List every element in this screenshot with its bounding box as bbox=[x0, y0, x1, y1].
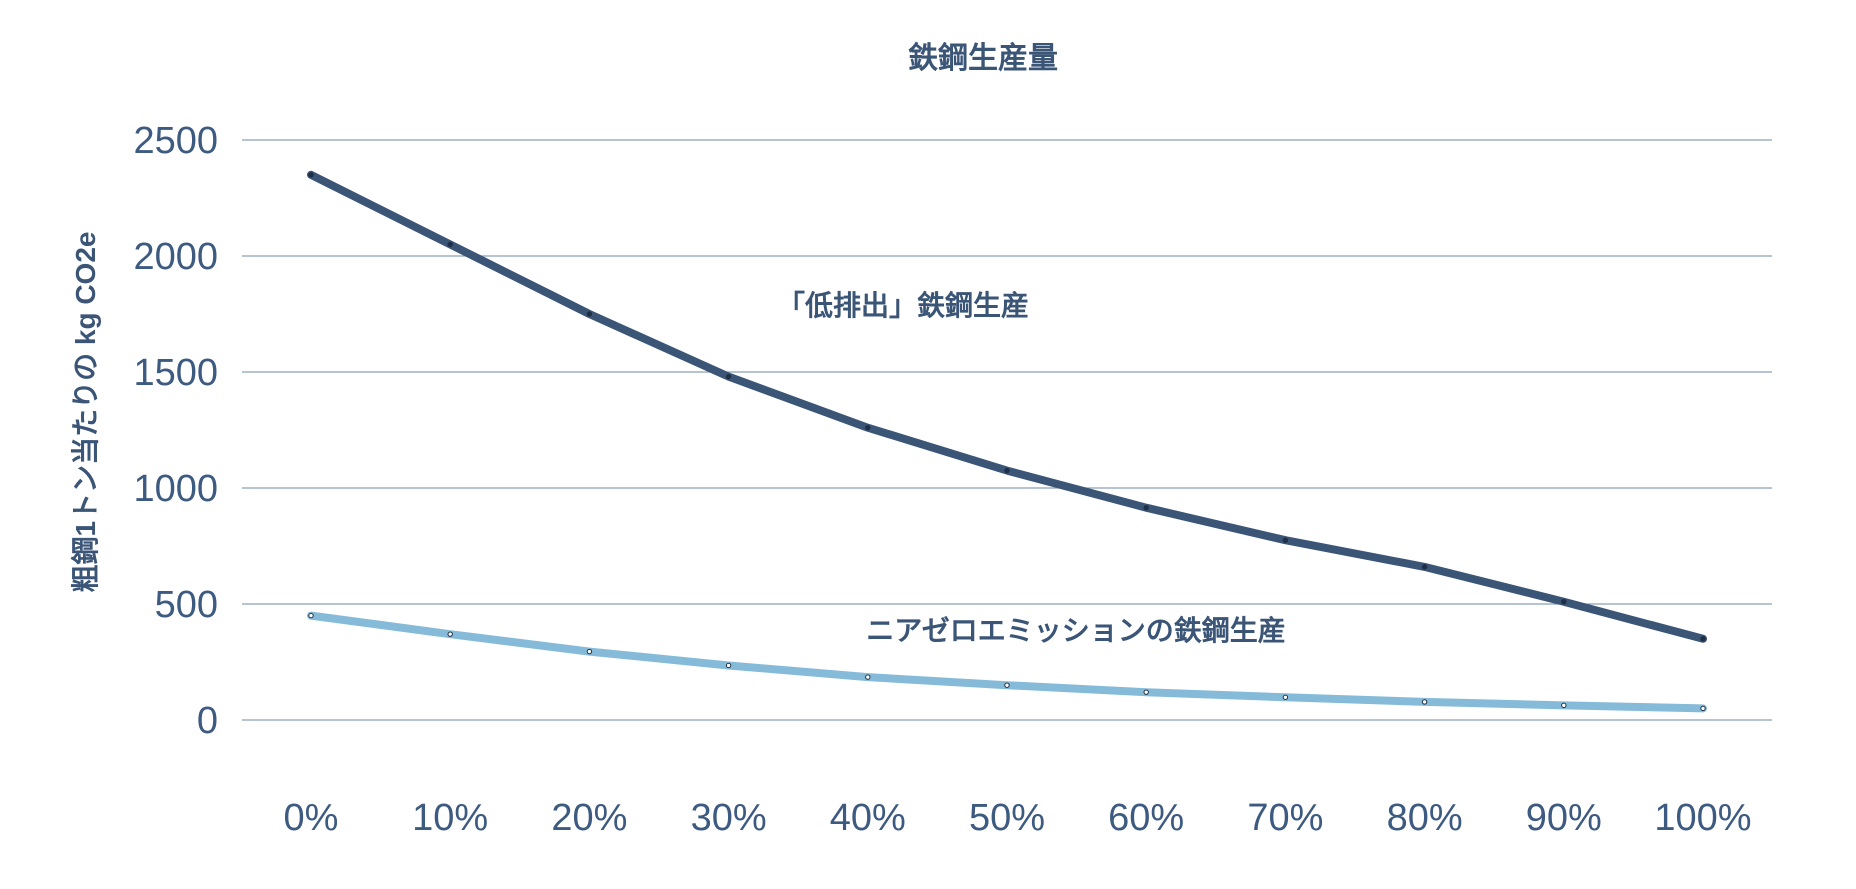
y-tick-label-0: 0 bbox=[197, 700, 218, 742]
data-point-s1-6 bbox=[1143, 689, 1149, 695]
data-point-s0-7 bbox=[1282, 537, 1289, 543]
data-point-s0-9 bbox=[1561, 598, 1567, 605]
x-tick-label-3: 30% bbox=[691, 797, 767, 839]
series-label-low-emission: 「低排出」鉄鋼生産 bbox=[777, 289, 1029, 321]
data-point-s0-4 bbox=[865, 424, 871, 431]
data-point-s1-5 bbox=[1004, 682, 1010, 688]
data-point-s1-9 bbox=[1561, 702, 1567, 709]
x-tick-label-9: 90% bbox=[1526, 797, 1602, 839]
y-axis-label: 粗鋼1トン当たりの kg CO2e bbox=[69, 232, 101, 593]
x-tick-label-10: 100% bbox=[1654, 797, 1751, 839]
data-point-s1-10 bbox=[1700, 705, 1706, 712]
data-point-s1-4 bbox=[865, 674, 871, 680]
data-point-s0-2 bbox=[586, 311, 593, 317]
y-tick-label-2500: 2500 bbox=[133, 120, 218, 162]
data-point-s1-0 bbox=[308, 612, 314, 619]
y-tick-label-1000: 1000 bbox=[133, 468, 218, 510]
series-line-0 bbox=[307, 170, 1707, 643]
x-tick-label-7: 70% bbox=[1247, 797, 1323, 839]
x-tick-labels: 0% 10% 20% 30% 40% 50% 60% 70% 80% 90% 100% bbox=[284, 797, 1752, 839]
data-point-s1-8 bbox=[1421, 699, 1428, 705]
data-point-s1-2 bbox=[586, 648, 593, 655]
data-point-s0-10 bbox=[1700, 636, 1706, 642]
gridlines bbox=[242, 139, 1772, 721]
series-label-near-zero: ニアゼロエミッションの鉄鋼生産 bbox=[866, 614, 1285, 646]
x-tick-label-0: 0% bbox=[284, 797, 339, 839]
data-point-s0-1 bbox=[447, 241, 453, 248]
data-point-s0-8 bbox=[1421, 564, 1428, 570]
series-lines bbox=[307, 170, 1707, 713]
x-tick-label-2: 20% bbox=[551, 797, 627, 839]
x-tick-label-8: 80% bbox=[1387, 797, 1463, 839]
x-tick-label-4: 40% bbox=[830, 797, 906, 839]
data-point-s1-7 bbox=[1282, 694, 1289, 700]
data-point-s0-0 bbox=[308, 172, 314, 178]
y-tick-label-2000: 2000 bbox=[133, 236, 218, 278]
chart-title: 鉄鋼生産量 bbox=[908, 41, 1058, 75]
x-tick-label-5: 50% bbox=[969, 797, 1045, 839]
y-tick-label-1500: 1500 bbox=[133, 352, 218, 394]
data-point-s0-6 bbox=[1143, 505, 1149, 511]
x-tick-label-1: 10% bbox=[412, 797, 488, 839]
data-point-s1-1 bbox=[447, 631, 453, 637]
x-tick-label-6: 60% bbox=[1108, 797, 1184, 839]
data-point-s0-5 bbox=[1004, 467, 1010, 474]
y-tick-label-500: 500 bbox=[155, 584, 218, 626]
y-tick-labels: 0 500 1000 1500 2000 2500 bbox=[133, 120, 218, 742]
data-point-s1-3 bbox=[725, 662, 732, 669]
data-point-s0-3 bbox=[725, 373, 732, 380]
